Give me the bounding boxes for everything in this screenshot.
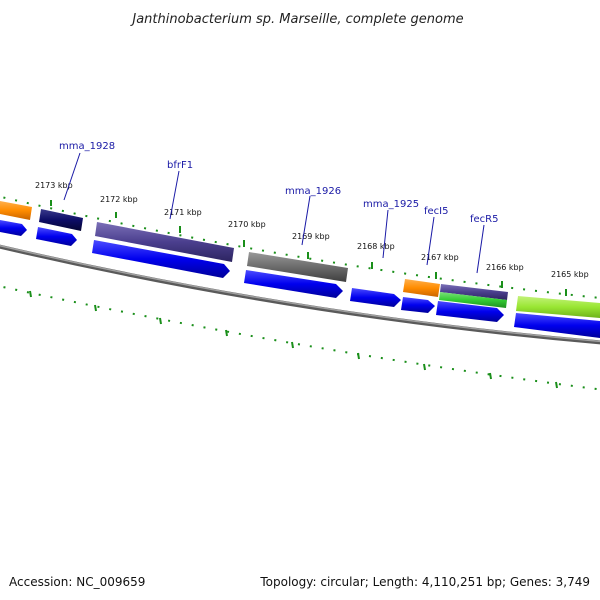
scale-label-2165: 2165 kbp: [551, 270, 589, 279]
genome-backbone: [0, 244, 600, 345]
map-title: Janthinobacterium sp. Marseille, complet…: [129, 12, 463, 27]
label-leaders: [63, 152, 485, 274]
feature-mma-1928[interactable]: [39, 209, 83, 231]
feature-fecR5-green[interactable]: [439, 292, 507, 308]
inner-tick-ring: [0, 285, 600, 391]
cds-arrow-8[interactable]: [514, 313, 600, 338]
inner-major-ticks: [29, 290, 558, 389]
feature-fecI5[interactable]: [403, 279, 440, 297]
feature-fecR5-purple[interactable]: [440, 284, 508, 300]
gene-label-fecR5[interactable]: fecR5: [470, 214, 498, 225]
cds-arrow-7[interactable]: [436, 301, 504, 322]
gene-label-mma-1926[interactable]: mma_1926: [285, 186, 341, 197]
genome-backbone-highlight: [0, 244, 600, 343]
scale-label-2166: 2166 kbp: [486, 263, 524, 272]
cds-arrow-6[interactable]: [401, 297, 435, 313]
scale-label-2172: 2172 kbp: [100, 195, 138, 204]
cds-arrow-4[interactable]: [244, 270, 343, 298]
feature-lime-right[interactable]: [516, 296, 600, 318]
feature-mma-1926[interactable]: [247, 252, 348, 282]
gene-label-mma-1925[interactable]: mma_1925: [363, 199, 419, 210]
feature-orange-left[interactable]: [0, 201, 32, 220]
gene-label-mma-1928[interactable]: mma_1928: [59, 141, 115, 152]
scale-label-2173: 2173 kbp: [35, 181, 73, 190]
scale-label-2171: 2171 kbp: [164, 208, 202, 217]
scale-label-2170: 2170 kbp: [228, 220, 266, 229]
gene-label-bfrF1[interactable]: bfrF1: [167, 160, 193, 171]
scale-label-2167: 2167 kbp: [421, 253, 459, 262]
cds-arrow-3[interactable]: [92, 240, 230, 278]
genome-summary-text: Topology: circular; Length: 4,110,251 bp…: [259, 575, 590, 589]
accession-text: Accession: NC_009659: [9, 575, 145, 589]
feature-bfrF1[interactable]: [95, 222, 234, 262]
scale-label-2169: 2169 kbp: [292, 232, 330, 241]
scale-label-2168: 2168 kbp: [357, 242, 395, 251]
cds-arrow-5[interactable]: [350, 288, 401, 307]
cds-arrow-2[interactable]: [36, 227, 77, 246]
outer-major-ticks: [50, 200, 567, 296]
gene-label-fecI5[interactable]: fecI5: [424, 206, 448, 217]
cds-arrow-1[interactable]: [0, 220, 27, 236]
